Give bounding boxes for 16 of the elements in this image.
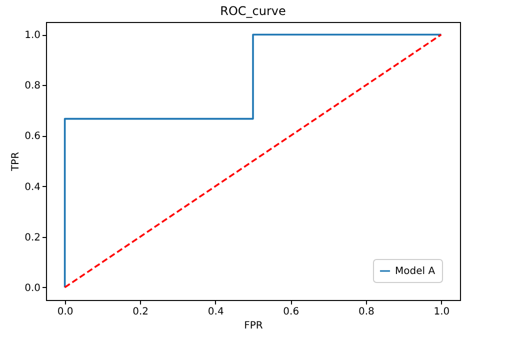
x-tick-label: 0.6 — [283, 306, 300, 318]
x-tick-label: 0.0 — [57, 306, 74, 318]
y-tick-label: 0.8 — [24, 80, 40, 92]
x-tick-label: 0.4 — [208, 306, 224, 318]
x-tick-label: 0.8 — [358, 306, 374, 318]
y-tick-label: 1.0 — [24, 30, 40, 42]
y-tick-label: 0.2 — [24, 232, 40, 244]
chart-title: ROC_curve — [220, 4, 286, 18]
x-axis-title: FPR — [244, 320, 263, 332]
y-tick-label: 0.6 — [24, 131, 40, 142]
y-axis-title: TPR — [10, 152, 22, 172]
y-tick-label: 0.4 — [24, 182, 40, 193]
y-tick-label: 0.0 — [24, 282, 40, 294]
x-tick-label: 0.2 — [132, 306, 149, 318]
x-tick-label: 1.0 — [434, 306, 450, 318]
legend-label: Model A — [395, 266, 436, 277]
